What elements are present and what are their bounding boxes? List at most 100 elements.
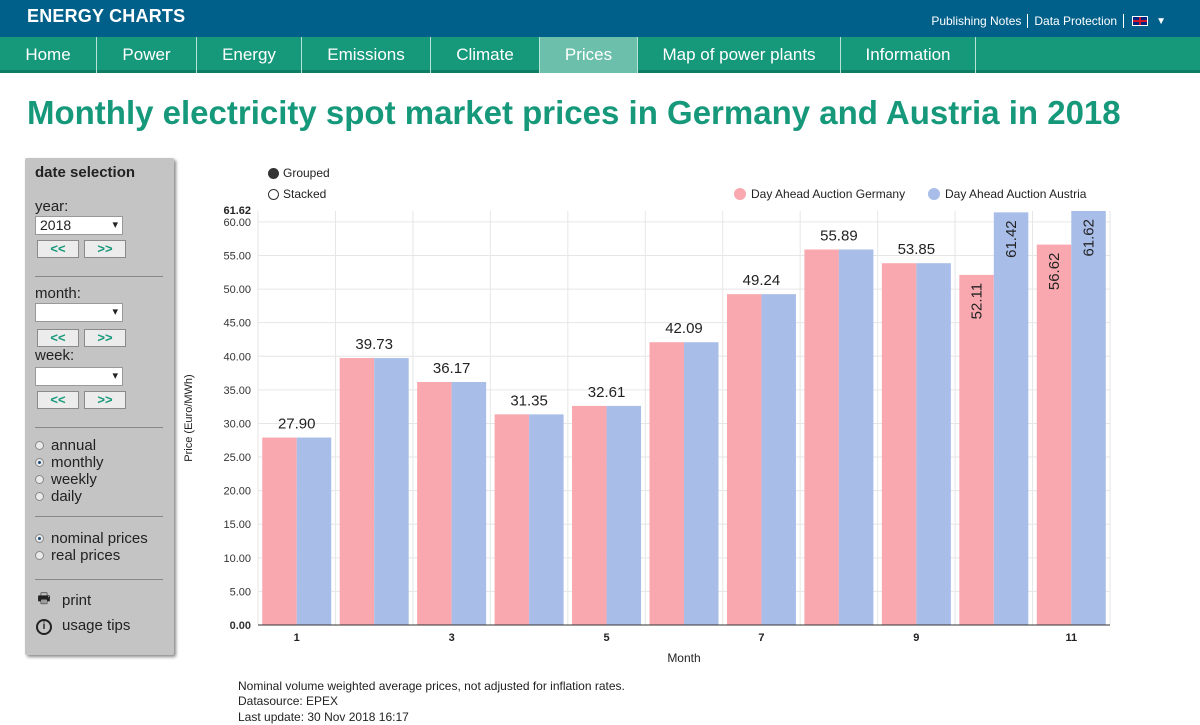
x-tick-label: 7 xyxy=(758,632,764,644)
x-tick-label: 9 xyxy=(913,632,919,644)
month-next-button[interactable]: >> xyxy=(84,329,126,347)
week-label: week: xyxy=(35,347,75,364)
chevron-down-icon[interactable]: ▼ xyxy=(1156,15,1166,27)
data-label: 27.90 xyxy=(278,416,316,433)
nav-item-energy[interactable]: Energy xyxy=(197,37,302,73)
nav-item-power[interactable]: Power xyxy=(97,37,197,73)
legend-item-germany[interactable]: Day Ahead Auction Germany xyxy=(734,187,905,201)
date-selection-panel: date selection year: 2018 << >> month: <… xyxy=(25,158,174,655)
nav-item-information[interactable]: Information xyxy=(841,37,976,73)
publishing-notes-link[interactable]: Publishing Notes xyxy=(931,14,1022,28)
radio-label: monthly xyxy=(51,454,104,471)
radio-dot xyxy=(35,475,44,484)
date-selection-heading: date selection xyxy=(35,164,136,181)
bar-germany xyxy=(339,358,375,625)
bar-austria xyxy=(451,381,487,625)
legend-swatch xyxy=(928,188,940,200)
bar-austria xyxy=(1071,211,1106,625)
stacked-option[interactable]: Stacked xyxy=(268,187,326,201)
y-tick-label: 40.00 xyxy=(223,351,251,363)
radio-label: daily xyxy=(51,488,82,505)
real-prices-radio[interactable]: real prices xyxy=(35,547,120,564)
data-label: 55.89 xyxy=(820,227,858,244)
link-separator xyxy=(1123,14,1125,28)
week-prev-button[interactable]: << xyxy=(37,391,79,409)
x-tick-label: 5 xyxy=(603,632,609,644)
data-label: 39.73 xyxy=(355,336,393,353)
radio-label: weekly xyxy=(51,471,97,488)
radio-dot xyxy=(268,167,279,179)
print-label: print xyxy=(62,591,92,609)
y-tick-label: 10.00 xyxy=(223,553,251,565)
y-tick-label: 55.00 xyxy=(223,250,251,262)
period-monthly-radio[interactable]: monthly xyxy=(35,454,104,471)
data-label: 53.85 xyxy=(898,241,936,258)
top-bar: ENERGY CHARTS Publishing Notes Data Prot… xyxy=(0,0,1200,37)
footnote-last-update: Last update: 30 Nov 2018 16:17 xyxy=(238,710,409,724)
radio-label: annual xyxy=(51,437,97,454)
brand-logo[interactable]: ENERGY CHARTS xyxy=(27,6,186,26)
month-select[interactable] xyxy=(35,303,123,322)
y-axis-title: Price (Euro/MWh) xyxy=(183,374,195,461)
nominal-prices-radio[interactable]: nominal prices xyxy=(35,530,148,547)
year-select[interactable]: 2018 xyxy=(35,216,123,235)
uk-flag-icon[interactable] xyxy=(1132,16,1149,26)
bar-austria xyxy=(838,249,874,625)
data-label: 31.35 xyxy=(510,392,548,409)
bar-germany xyxy=(417,381,452,625)
data-label: 42.09 xyxy=(665,320,703,337)
data-label: 61.62 xyxy=(1081,219,1098,257)
week-select[interactable] xyxy=(35,367,123,386)
legend-label: Day Ahead Auction Austria xyxy=(945,187,1087,201)
radio-dot xyxy=(35,534,44,543)
nav-item-emissions[interactable]: Emissions xyxy=(302,37,431,73)
y-tick-label: 25.00 xyxy=(223,452,251,464)
legend-item-austria[interactable]: Day Ahead Auction Austria xyxy=(928,187,1086,201)
year-next-button[interactable]: >> xyxy=(84,240,126,258)
x-tick-label: 1 xyxy=(294,632,300,644)
divider xyxy=(35,427,163,428)
month-label: month: xyxy=(35,285,81,302)
period-annual-radio[interactable]: annual xyxy=(35,437,96,454)
data-label: 56.62 xyxy=(1046,253,1063,291)
period-weekly-radio[interactable]: weekly xyxy=(35,471,97,488)
year-prev-button[interactable]: << xyxy=(37,240,79,258)
bar-germany xyxy=(572,405,607,625)
nav-item-home[interactable]: Home xyxy=(0,37,97,73)
nav-item-prices[interactable]: Prices xyxy=(540,37,638,73)
bar-austria xyxy=(993,212,1029,625)
grouped-label: Grouped xyxy=(283,166,330,180)
footnote-inflation: Nominal volume weighted average prices, … xyxy=(238,679,625,693)
divider xyxy=(35,276,163,277)
y-tick-label: 50.00 xyxy=(223,284,251,296)
usage-tips-button[interactable]: i usage tips xyxy=(35,616,130,635)
bar-germany xyxy=(881,263,917,625)
radio-dot xyxy=(35,441,44,450)
data-protection-link[interactable]: Data Protection xyxy=(1034,14,1118,28)
y-tick-label: 35.00 xyxy=(223,385,251,397)
y-tick-label: 60.00 xyxy=(223,217,251,229)
usage-tips-label: usage tips xyxy=(62,617,131,634)
legend-swatch xyxy=(734,188,746,200)
nav-item-map-of-power-plants[interactable]: Map of power plants xyxy=(638,37,841,73)
week-next-button[interactable]: >> xyxy=(84,391,126,409)
main-nav: Home Power Energy Emissions Climate Pric… xyxy=(0,37,1200,73)
bar-germany xyxy=(494,414,530,625)
period-daily-radio[interactable]: daily xyxy=(35,488,82,505)
stacked-label: Stacked xyxy=(283,187,327,201)
page-title: Monthly electricity spot market prices i… xyxy=(27,94,1121,131)
grouped-option[interactable]: Grouped xyxy=(268,166,330,180)
bar-germany xyxy=(726,294,762,625)
y-tick-label: 30.00 xyxy=(223,418,251,430)
bar-germany xyxy=(1036,244,1072,625)
bar-germany xyxy=(262,437,297,625)
y-tick-label: 0.00 xyxy=(230,620,251,632)
bar-austria xyxy=(374,358,409,625)
print-button[interactable]: 🖶 print xyxy=(35,588,91,612)
link-separator xyxy=(1027,14,1029,28)
nav-item-climate[interactable]: Climate xyxy=(431,37,540,73)
y-tick-label: 15.00 xyxy=(223,519,251,531)
radio-label: real prices xyxy=(51,547,121,564)
divider xyxy=(35,579,163,580)
month-prev-button[interactable]: << xyxy=(37,329,79,347)
